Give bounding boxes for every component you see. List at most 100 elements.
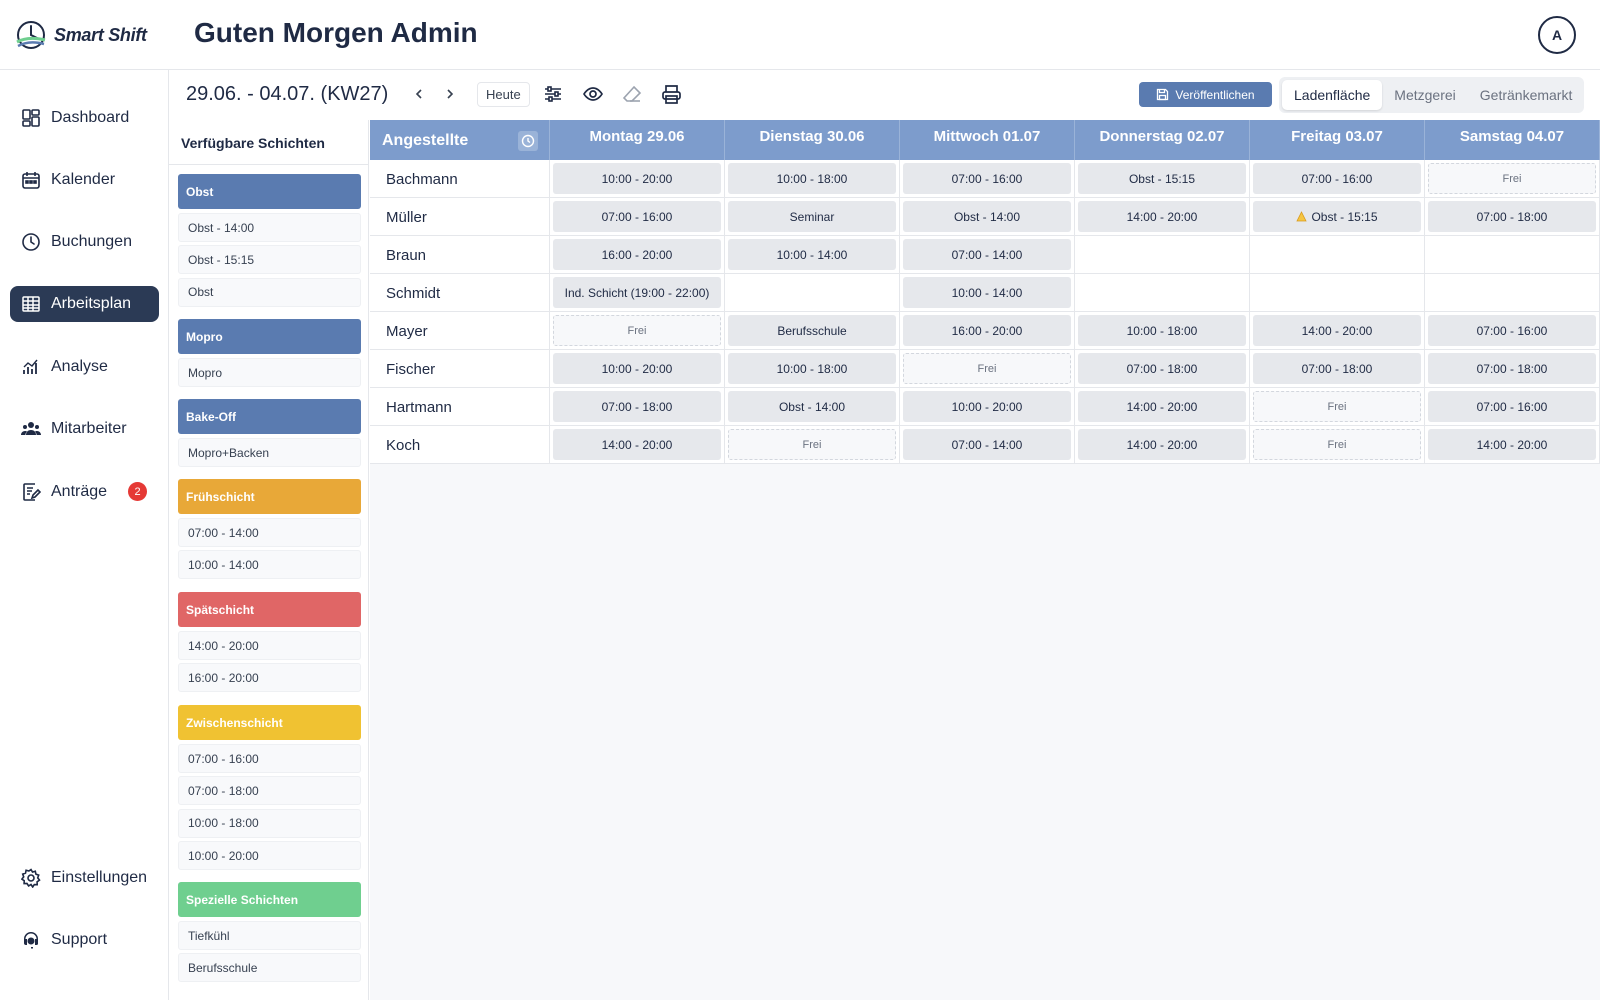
schedule-cell[interactable] — [725, 274, 900, 311]
available-shift-item[interactable]: 07:00 - 14:00 — [178, 518, 361, 547]
shift-chip[interactable]: Obst - 15:15 — [1078, 163, 1246, 194]
schedule-cell[interactable]: Frei — [1425, 160, 1600, 197]
schedule-cell[interactable]: 10:00 - 18:00 — [725, 160, 900, 197]
available-shift-item[interactable]: 14:00 - 20:00 — [178, 631, 361, 660]
sidebar-item-dashboard[interactable]: Dashboard — [10, 100, 159, 136]
schedule-cell[interactable]: 10:00 - 14:00 — [725, 236, 900, 273]
free-day-chip[interactable]: Frei — [1253, 429, 1421, 460]
empty-slot[interactable] — [1253, 277, 1421, 308]
time-toggle-button[interactable] — [518, 131, 538, 151]
sidebar-item-arbeitsplan[interactable]: Arbeitsplan — [10, 286, 159, 322]
shift-chip[interactable]: 10:00 - 18:00 — [728, 163, 896, 194]
shift-chip[interactable]: 07:00 - 18:00 — [1428, 201, 1596, 232]
empty-slot[interactable] — [728, 277, 896, 308]
avatar[interactable]: A — [1538, 16, 1576, 54]
employee-name[interactable]: Bachmann — [370, 160, 550, 197]
shift-group-header[interactable]: Obst — [178, 174, 361, 209]
schedule-cell[interactable]: 10:00 - 20:00 — [550, 350, 725, 387]
schedule-cell[interactable]: 07:00 - 14:00 — [900, 426, 1075, 463]
employee-name[interactable]: Hartmann — [370, 388, 550, 425]
clear-button[interactable] — [619, 81, 645, 107]
schedule-cell[interactable]: 10:00 - 20:00 — [900, 388, 1075, 425]
shift-chip[interactable]: Obst - 14:00 — [728, 391, 896, 422]
employee-name[interactable]: Müller — [370, 198, 550, 235]
free-day-chip[interactable]: Frei — [553, 315, 721, 346]
available-shift-item[interactable]: 07:00 - 18:00 — [178, 776, 361, 806]
empty-slot[interactable] — [1428, 239, 1596, 270]
schedule-cell[interactable]: Berufsschule — [725, 312, 900, 349]
tab-getraenkemarkt[interactable]: Getränkemarkt — [1479, 87, 1573, 103]
employee-name[interactable]: Fischer — [370, 350, 550, 387]
schedule-cell[interactable]: 14:00 - 20:00 — [1075, 426, 1250, 463]
shift-chip[interactable]: 07:00 - 18:00 — [1078, 353, 1246, 384]
sidebar-item-buchungen[interactable]: Buchungen — [10, 224, 159, 260]
sidebar-item-kalender[interactable]: Kalender — [10, 162, 159, 198]
shift-chip[interactable]: 07:00 - 18:00 — [1253, 353, 1421, 384]
shift-chip[interactable]: 14:00 - 20:00 — [1253, 315, 1421, 346]
schedule-cell[interactable]: Frei — [550, 312, 725, 349]
shift-group-header[interactable]: Frühschicht — [178, 479, 361, 514]
schedule-cell[interactable] — [1250, 274, 1425, 311]
schedule-cell[interactable]: Frei — [900, 350, 1075, 387]
schedule-cell[interactable]: 07:00 - 18:00 — [1075, 350, 1250, 387]
shift-chip[interactable]: 07:00 - 14:00 — [903, 429, 1071, 460]
available-shift-item[interactable]: Berufsschule — [178, 953, 361, 983]
available-shift-item[interactable]: 16:00 - 20:00 — [178, 663, 361, 693]
schedule-cell[interactable]: 07:00 - 16:00 — [1250, 160, 1425, 197]
shift-chip[interactable]: 07:00 - 18:00 — [1428, 353, 1596, 384]
shift-chip[interactable]: 07:00 - 18:00 — [553, 391, 721, 422]
empty-slot[interactable] — [1078, 277, 1246, 308]
shift-chip[interactable]: 07:00 - 16:00 — [903, 163, 1071, 194]
schedule-cell[interactable]: 07:00 - 18:00 — [1425, 198, 1600, 235]
shift-chip[interactable]: 16:00 - 20:00 — [553, 239, 721, 270]
schedule-cell[interactable] — [1425, 236, 1600, 273]
shift-chip[interactable]: Obst - 15:15 — [1253, 201, 1421, 232]
filter-button[interactable] — [540, 81, 566, 107]
available-shift-item[interactable]: Tiefkühl — [178, 921, 361, 950]
schedule-cell[interactable]: 16:00 - 20:00 — [900, 312, 1075, 349]
free-day-chip[interactable]: Frei — [728, 429, 896, 460]
logo[interactable]: Smart Shift — [14, 18, 147, 52]
schedule-cell[interactable]: 14:00 - 20:00 — [550, 426, 725, 463]
schedule-cell[interactable]: 07:00 - 16:00 — [1425, 312, 1600, 349]
schedule-cell[interactable]: 14:00 - 20:00 — [1075, 198, 1250, 235]
free-day-chip[interactable]: Frei — [1253, 391, 1421, 422]
schedule-cell[interactable]: 10:00 - 18:00 — [725, 350, 900, 387]
available-shift-item[interactable]: Mopro+Backen — [178, 438, 361, 467]
schedule-cell[interactable]: Frei — [1250, 388, 1425, 425]
schedule-cell[interactable]: 10:00 - 14:00 — [900, 274, 1075, 311]
shift-chip[interactable]: Berufsschule — [728, 315, 896, 346]
tab-ladenflaeche[interactable]: Ladenfläche — [1282, 80, 1383, 110]
schedule-cell[interactable]: Frei — [1250, 426, 1425, 463]
available-shift-item[interactable]: Mopro — [178, 358, 361, 387]
tab-metzgerei[interactable]: Metzgerei — [1394, 87, 1456, 103]
schedule-cell[interactable]: 07:00 - 16:00 — [900, 160, 1075, 197]
schedule-cell[interactable] — [1425, 274, 1600, 311]
shift-chip[interactable]: 14:00 - 20:00 — [1078, 201, 1246, 232]
shift-group-header[interactable]: Zwischenschicht — [178, 705, 361, 740]
employee-name[interactable]: Koch — [370, 426, 550, 463]
shift-chip[interactable]: Obst - 14:00 — [903, 201, 1071, 232]
shift-chip[interactable]: 07:00 - 16:00 — [1428, 391, 1596, 422]
schedule-cell[interactable]: 07:00 - 18:00 — [1250, 350, 1425, 387]
schedule-cell[interactable]: 07:00 - 16:00 — [1425, 388, 1600, 425]
free-day-chip[interactable]: Frei — [903, 353, 1071, 384]
schedule-cell[interactable]: Frei — [725, 426, 900, 463]
view-button[interactable] — [580, 81, 606, 107]
employee-name[interactable]: Braun — [370, 236, 550, 273]
shift-chip[interactable]: Seminar — [728, 201, 896, 232]
shift-chip[interactable]: 10:00 - 20:00 — [553, 353, 721, 384]
schedule-cell[interactable]: Obst - 15:15 — [1075, 160, 1250, 197]
shift-chip[interactable]: 16:00 - 20:00 — [903, 315, 1071, 346]
schedule-cell[interactable]: Obst - 14:00 — [900, 198, 1075, 235]
schedule-cell[interactable]: 07:00 - 16:00 — [550, 198, 725, 235]
shift-group-header[interactable]: Spätschicht — [178, 592, 361, 627]
empty-slot[interactable] — [1078, 239, 1246, 270]
schedule-cell[interactable]: Seminar — [725, 198, 900, 235]
shift-chip[interactable]: Ind. Schicht (19:00 - 22:00) — [553, 277, 721, 308]
shift-chip[interactable]: 10:00 - 20:00 — [553, 163, 721, 194]
schedule-cell[interactable]: 14:00 - 20:00 — [1425, 426, 1600, 463]
shift-chip[interactable]: 07:00 - 16:00 — [1428, 315, 1596, 346]
available-shift-item[interactable]: 10:00 - 20:00 — [178, 841, 361, 871]
schedule-cell[interactable]: 10:00 - 18:00 — [1075, 312, 1250, 349]
